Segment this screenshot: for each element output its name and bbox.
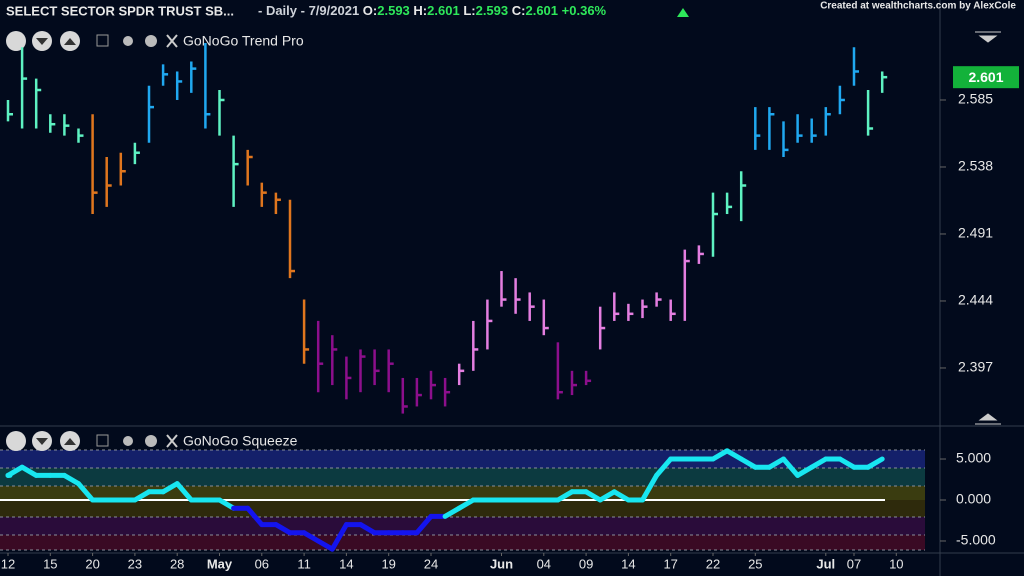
- band: [0, 468, 925, 486]
- squeeze-segment: [583, 489, 603, 503]
- x-tick-label: 06: [255, 556, 269, 571]
- squeeze-segment: [217, 497, 237, 511]
- x-tick-label: 11: [297, 556, 311, 571]
- x-tick-label: 07: [847, 556, 861, 571]
- squeeze-segment: [245, 505, 265, 528]
- squeeze-segment: [710, 448, 730, 462]
- squeeze-segment: [414, 513, 434, 536]
- squeeze-segment: [19, 464, 39, 478]
- squeeze-segment: [766, 456, 786, 470]
- squeeze-segment: [611, 489, 631, 503]
- squeeze-segment: [865, 456, 885, 470]
- x-tick-label: 19: [381, 556, 395, 571]
- squeeze-segment: [174, 481, 194, 503]
- squeeze-segment: [160, 481, 180, 495]
- panel1-controls[interactable]: [6, 31, 178, 51]
- band: [0, 517, 925, 535]
- squeeze-segment: [738, 456, 758, 470]
- squeeze-segment: [640, 472, 660, 503]
- squeeze-segment: [301, 530, 321, 544]
- squeeze-segment: [724, 448, 744, 462]
- c-label: C:: [512, 3, 526, 18]
- squeeze-segment: [597, 489, 617, 503]
- x-tick-label: Jul: [816, 556, 835, 571]
- squeeze-segment: [61, 472, 81, 487]
- x-tick-label: 09: [579, 556, 593, 571]
- panel-title: GoNoGo Trend Pro: [183, 33, 304, 49]
- high: 2.601: [427, 3, 460, 18]
- squeeze-segment: [315, 538, 335, 552]
- x-tick-label: 24: [424, 556, 438, 571]
- x-tick-label: 15: [43, 556, 57, 571]
- header-row: - Daily - 7/9/2021 O:2.593 H:2.601 L:2.5…: [258, 3, 607, 18]
- y-tick-label: 2.585: [958, 91, 993, 107]
- squeeze-segment: [132, 489, 152, 503]
- panel-title: GoNoGo Squeeze: [183, 433, 298, 449]
- squeeze-segment: [76, 481, 96, 503]
- x-tick-label: 22: [706, 556, 720, 571]
- band: [0, 486, 925, 500]
- y-tick-label: 2.538: [958, 158, 993, 174]
- squeeze-segment: [781, 456, 801, 478]
- squeeze-segment: [442, 505, 462, 519]
- x-tick-label: Jun: [490, 556, 513, 571]
- symbol: SELECT SECTOR SPDR TRUST SB...: [6, 3, 234, 18]
- squeeze-segment: [456, 497, 476, 511]
- squeeze-segment: [5, 464, 25, 478]
- y-tick-label: 5.000: [956, 450, 991, 466]
- credit: Created at wealthcharts.com by AlexCole: [820, 1, 1016, 12]
- last-price-label: 2.601: [968, 69, 1003, 85]
- x-tick-label: 04: [537, 556, 551, 571]
- squeeze-segment: [795, 464, 815, 478]
- squeeze-segment: [358, 522, 378, 536]
- squeeze-segment: [555, 489, 575, 503]
- squeeze-segment: [837, 456, 857, 470]
- change: +0.36%: [562, 3, 607, 18]
- y-tick-label: 2.444: [958, 292, 993, 308]
- x-tick-label: 10: [889, 556, 903, 571]
- y-tick-label: -5.000: [956, 532, 996, 548]
- x-tick-label: 14: [339, 556, 353, 571]
- o-label: O:: [363, 3, 377, 18]
- squeeze-segment: [329, 522, 349, 552]
- y-tick-label: 2.491: [958, 225, 993, 241]
- squeeze-segment: [273, 522, 293, 536]
- scale-controls[interactable]: [975, 31, 1001, 425]
- close: 2.601: [525, 3, 558, 18]
- x-tick-label: 25: [748, 556, 762, 571]
- x-tick-label: 12: [1, 556, 15, 571]
- y-tick-label: 2.397: [958, 359, 993, 375]
- x-tick-label: 28: [170, 556, 184, 571]
- up-arrow: [677, 8, 689, 17]
- x-tick-label: 14: [621, 556, 635, 571]
- panel2-controls[interactable]: [6, 431, 178, 451]
- x-tick-label: 20: [85, 556, 99, 571]
- band: [0, 450, 925, 468]
- x-tick-label: May: [207, 556, 233, 571]
- l-label: L:: [463, 3, 475, 18]
- open: 2.593: [377, 3, 410, 18]
- x-tick-label: 17: [663, 556, 677, 571]
- squeeze-segment: [654, 456, 674, 478]
- y-tick-label: 0.000: [956, 491, 991, 507]
- band: [0, 535, 925, 550]
- last-price-box: [953, 66, 1019, 89]
- squeeze-segment: [809, 456, 829, 470]
- period: - Daily - 7/9/2021: [258, 3, 359, 18]
- h-label: H:: [413, 3, 427, 18]
- low: 2.593: [476, 3, 509, 18]
- x-tick-label: 23: [128, 556, 142, 571]
